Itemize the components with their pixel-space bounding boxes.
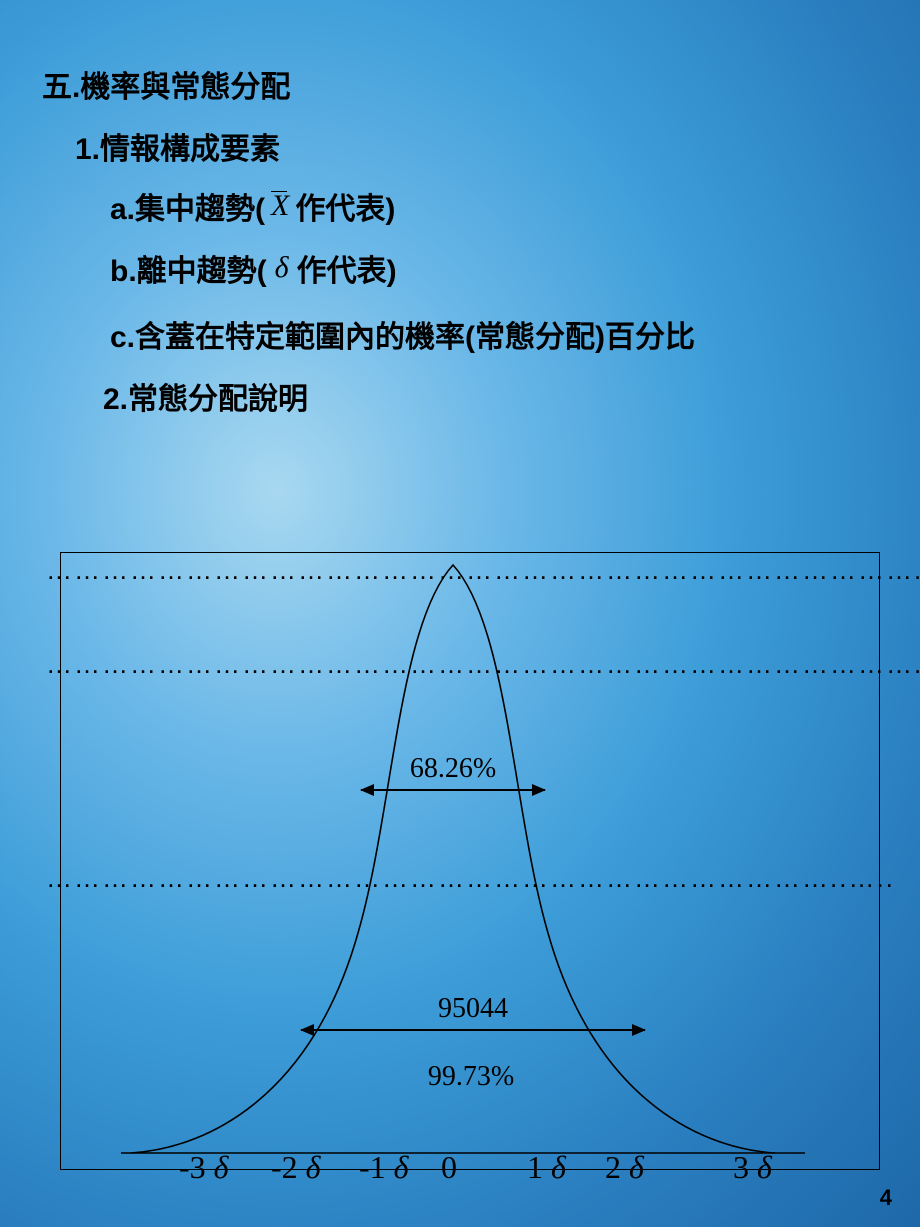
item-a: a.集中趨勢( X 作代表): [110, 184, 395, 228]
subsection-1: 1.情報構成要素: [75, 124, 280, 168]
item-a-post: 作代表): [295, 184, 395, 228]
item-b-pre: b.離中趨勢(: [110, 246, 267, 290]
xaxis-tick-label: -1 δ: [359, 1149, 409, 1186]
item-b: b.離中趨勢( δ 作代表): [110, 246, 397, 290]
normal-distribution-chart: 68.26% 95044 99.73% -3 δ-2 δ-1 δ01 δ2 δ3…: [60, 552, 880, 1170]
item-a-pre: a.集中趨勢(: [110, 184, 265, 228]
xaxis-tick-label: -3 δ: [179, 1149, 229, 1186]
interval-1sigma-arrow: [361, 789, 545, 791]
interval-2sigma: 95044: [61, 993, 879, 1031]
xaxis-tick-label: 1 δ: [527, 1149, 566, 1186]
interval-1sigma-label: 68.26%: [361, 753, 545, 785]
interval-3sigma-label: 99.73%: [61, 1061, 881, 1093]
x-bar-symbol: X: [265, 189, 295, 223]
interval-3sigma: 99.73%: [61, 1061, 879, 1097]
interval-1sigma: 68.26%: [61, 753, 879, 791]
interval-2sigma-label: 95044: [301, 993, 645, 1025]
item-c: c.含蓋在特定範圍內的機率(常態分配)百分比: [110, 312, 695, 356]
xaxis-tick-label: 2 δ: [605, 1149, 644, 1186]
section-title: 五.機率與常態分配: [42, 62, 290, 106]
xaxis-tick-label: 3 δ: [733, 1149, 772, 1186]
item-b-post: 作代表): [297, 246, 397, 290]
delta-symbol: δ: [267, 251, 297, 285]
interval-2sigma-arrow: [301, 1029, 645, 1031]
subsection-2: 2.常態分配說明: [103, 374, 308, 418]
xaxis-tick-label: 0: [441, 1149, 457, 1186]
page-number: 4: [880, 1185, 892, 1211]
xaxis-tick-label: -2 δ: [271, 1149, 321, 1186]
